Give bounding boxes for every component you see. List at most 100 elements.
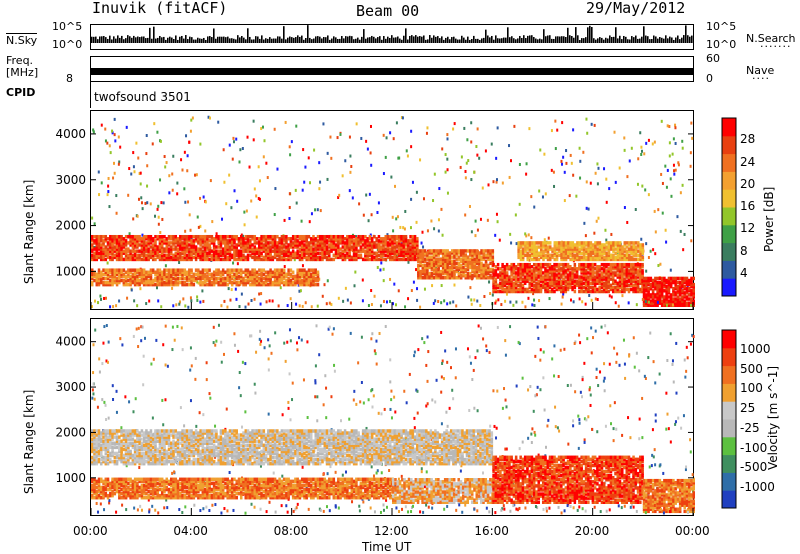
echo-cell bbox=[549, 253, 552, 258]
echo-cell bbox=[260, 282, 263, 287]
echo-cell bbox=[319, 247, 322, 251]
echo-cell bbox=[206, 234, 209, 239]
echo-cell bbox=[634, 271, 638, 275]
nsky-bar bbox=[233, 38, 235, 43]
echo-cell bbox=[226, 255, 229, 260]
echo-cell bbox=[176, 255, 180, 260]
echo-cell bbox=[212, 274, 216, 279]
echo-cell bbox=[140, 241, 144, 245]
cpid-program: twofsound 3501 bbox=[94, 90, 191, 104]
echo-cell bbox=[190, 278, 193, 283]
echo-cell bbox=[206, 253, 209, 258]
echo-cell bbox=[129, 234, 132, 239]
nsky-bar bbox=[215, 38, 217, 43]
echo-cell bbox=[654, 293, 657, 297]
noise-cell bbox=[183, 150, 186, 154]
noise-cell bbox=[575, 194, 578, 198]
nsky-bar bbox=[97, 39, 99, 43]
echo-cell bbox=[341, 257, 345, 262]
echo-cell bbox=[535, 277, 538, 281]
echo-cell bbox=[379, 247, 383, 251]
nsky-bar bbox=[505, 37, 507, 43]
echo-cell bbox=[457, 255, 461, 259]
echo-cell bbox=[158, 278, 162, 283]
echo-cell bbox=[201, 245, 205, 249]
echo-cell bbox=[551, 287, 554, 292]
echo-cell bbox=[296, 249, 299, 253]
echo-cell bbox=[370, 253, 374, 258]
echo-cell bbox=[172, 257, 175, 262]
echo-cell bbox=[269, 249, 272, 253]
echo-cell bbox=[526, 279, 529, 283]
echo-cell bbox=[539, 283, 543, 288]
echo-cell bbox=[632, 253, 636, 258]
echo-cell bbox=[580, 245, 584, 249]
echo-cell bbox=[651, 282, 655, 287]
noise-cell bbox=[353, 284, 356, 288]
noise-cell bbox=[608, 294, 611, 298]
echo-cell bbox=[348, 239, 351, 243]
echo-cell bbox=[482, 251, 486, 255]
echo-cell bbox=[665, 297, 668, 301]
echo-cell bbox=[487, 249, 490, 253]
echo-cell bbox=[503, 287, 507, 292]
noise-cell bbox=[196, 295, 199, 299]
echo-cell bbox=[219, 270, 223, 274]
echo-cell bbox=[623, 262, 626, 267]
echo-cell bbox=[300, 241, 304, 245]
echo-cell bbox=[562, 247, 566, 251]
echo-cell bbox=[127, 249, 130, 253]
echo-cell bbox=[480, 276, 483, 280]
echo-cell bbox=[253, 280, 257, 285]
nsky-bar bbox=[659, 37, 661, 43]
noise-cell bbox=[184, 229, 187, 233]
echo-cell bbox=[562, 249, 566, 253]
echo-cell bbox=[553, 265, 556, 269]
echo-cell bbox=[535, 275, 538, 279]
echo-cell bbox=[575, 283, 579, 288]
echo-cell bbox=[280, 247, 284, 251]
noise-cell bbox=[501, 181, 504, 185]
echo-cell bbox=[484, 261, 488, 266]
echo-cell bbox=[593, 289, 597, 294]
echo-cell bbox=[611, 289, 615, 294]
echo-cell bbox=[642, 293, 646, 297]
echo-cell bbox=[210, 274, 214, 279]
echo-cell bbox=[542, 241, 545, 245]
echo-cell bbox=[411, 257, 415, 262]
echo-cell bbox=[149, 274, 153, 279]
echo-cell bbox=[151, 237, 155, 241]
echo-cell bbox=[535, 273, 538, 277]
nsky-bar bbox=[369, 37, 371, 43]
echo-cell bbox=[314, 278, 317, 283]
echo-cell bbox=[618, 265, 622, 269]
echo-cell bbox=[505, 289, 509, 294]
echo-cell bbox=[388, 257, 392, 262]
echo-cell bbox=[660, 293, 664, 297]
echo-cell bbox=[341, 237, 345, 241]
echo-cell bbox=[131, 255, 135, 260]
echo-cell bbox=[521, 277, 525, 281]
echo-cell bbox=[255, 274, 259, 279]
echo-cell bbox=[337, 237, 340, 241]
nsky-bar bbox=[259, 38, 261, 43]
echo-cell bbox=[636, 287, 640, 292]
echo-cell bbox=[616, 287, 619, 292]
echo-cell bbox=[623, 283, 626, 288]
noise-cell bbox=[623, 148, 626, 152]
echo-cell bbox=[249, 243, 252, 247]
echo-cell bbox=[199, 272, 202, 277]
echo-cell bbox=[426, 253, 429, 257]
echo-cell bbox=[667, 299, 671, 303]
echo-cell bbox=[208, 239, 211, 243]
echo-cell bbox=[417, 249, 420, 253]
echo-cell bbox=[464, 255, 467, 259]
echo-cell bbox=[226, 239, 229, 243]
echo-cell bbox=[428, 257, 431, 261]
echo-cell bbox=[404, 253, 408, 258]
echo-cell bbox=[217, 280, 220, 285]
echo-cell bbox=[328, 251, 331, 255]
echo-cell bbox=[267, 237, 270, 241]
echo-cell bbox=[296, 268, 299, 272]
echo-cell bbox=[571, 267, 574, 271]
